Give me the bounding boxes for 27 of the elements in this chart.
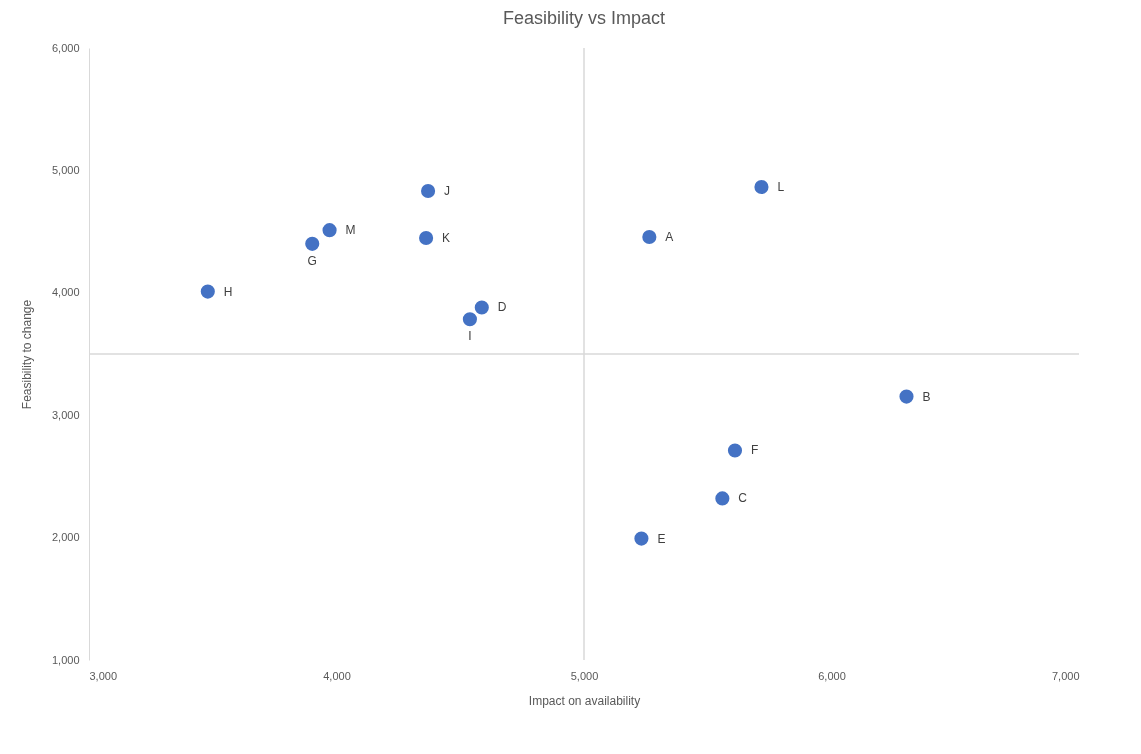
y-tick-label: 3,000 [51,408,80,421]
x-axis-title: Impact on availability [528,693,641,708]
y-tick-label: 2,000 [51,531,80,544]
x-tick-label: 7,000 [1051,669,1080,682]
annotation: I [468,329,472,344]
annotation: E [657,531,666,546]
annotation: L [777,180,785,195]
annotation: J [444,183,451,198]
x-tick-label: 5,000 [570,669,599,682]
annotation: G [307,253,317,268]
annotation: F [750,443,759,458]
x-tick-label: 4,000 [323,669,351,682]
annotation: B [922,389,931,404]
annotation: C [738,491,748,506]
x-tick-label: 6,000 [818,669,846,682]
y-tick-label: 5,000 [51,163,80,176]
annotation: H [223,284,233,299]
y-tick-label: 1,000 [51,653,80,666]
y-axis-title: Feasibility to change [19,299,34,410]
chart-title: Feasibility vs Impact [502,8,666,28]
annotation: D [497,300,507,315]
x-tick-label: 3,000 [89,669,118,682]
annotation: K [442,230,451,245]
y-tick-label: 6,000 [51,41,80,54]
y-tick-label: 4,000 [51,286,80,299]
annotation: A [665,229,674,244]
annotation: M [345,223,356,238]
